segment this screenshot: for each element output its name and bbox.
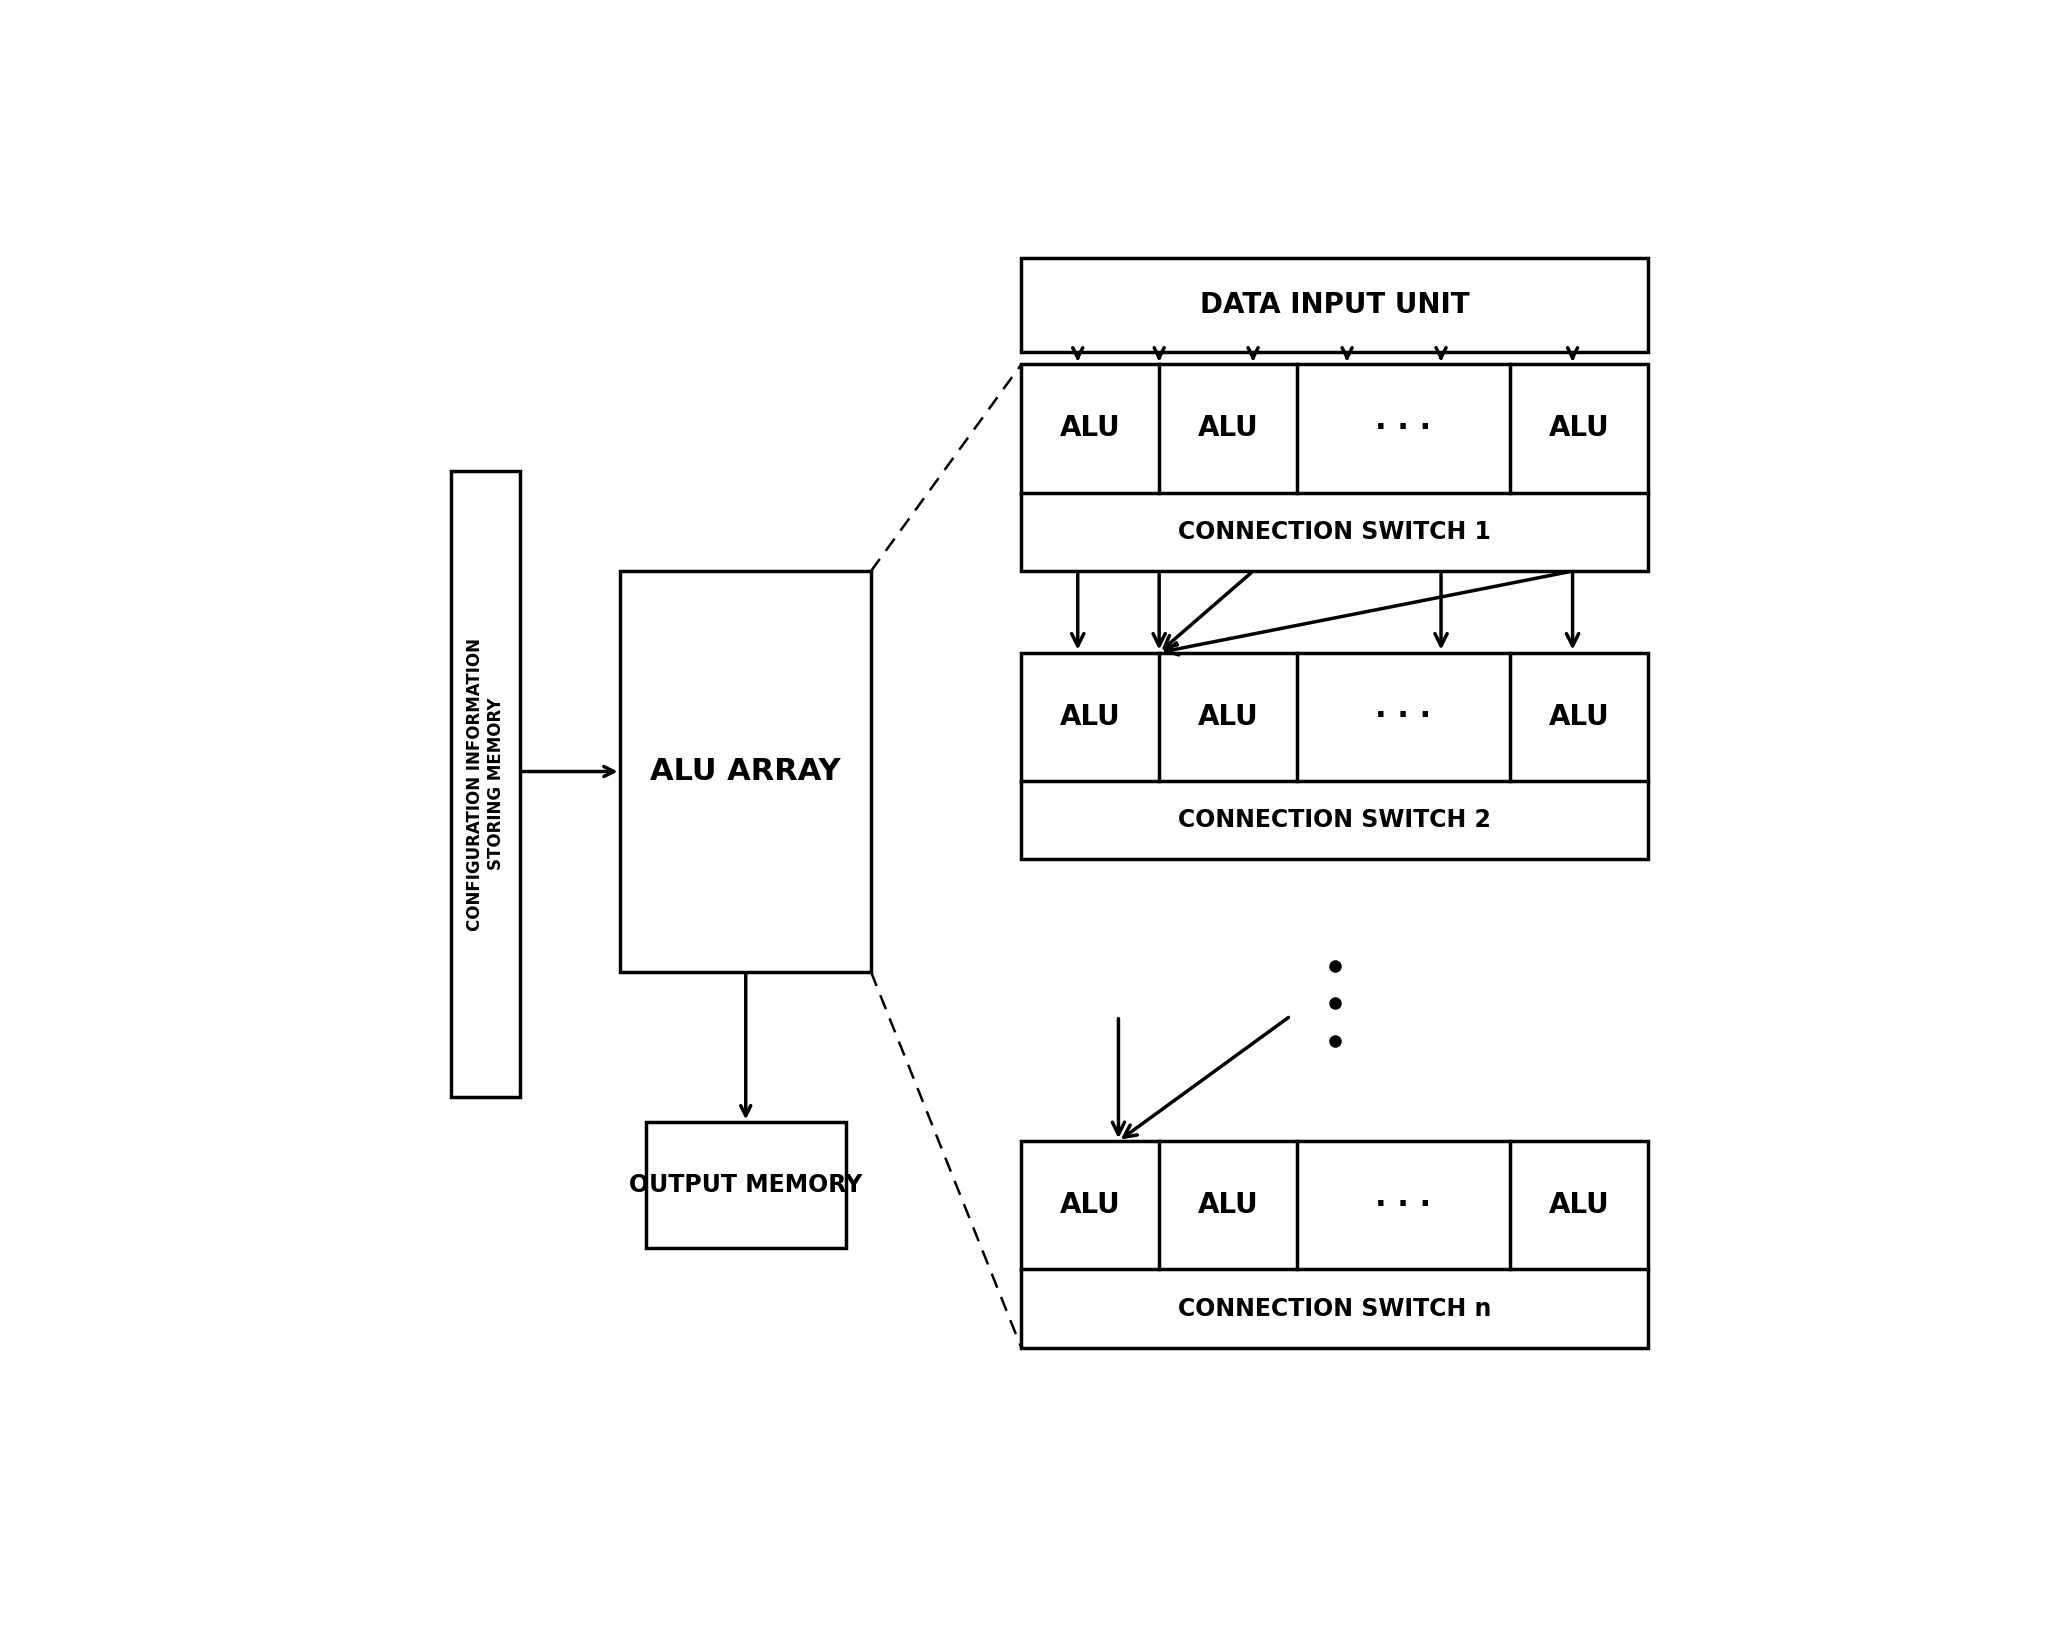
Text: ALU: ALU [1060, 1191, 1121, 1219]
Bar [1021, 1141, 1647, 1347]
Text: ALU: ALU [1197, 415, 1259, 443]
Text: ALU: ALU [1197, 703, 1259, 731]
Text: · · ·: · · · [1376, 703, 1432, 731]
Text: ALU ARRAY: ALU ARRAY [651, 757, 840, 786]
Text: ALU: ALU [1060, 703, 1121, 731]
Text: OUTPUT MEMORY: OUTPUT MEMORY [629, 1173, 863, 1197]
Text: ALU: ALU [1549, 415, 1608, 443]
Bar [452, 470, 520, 1097]
Bar [645, 1123, 846, 1248]
Bar [1021, 364, 1647, 571]
Bar [620, 571, 871, 971]
Text: DATA INPUT UNIT: DATA INPUT UNIT [1200, 291, 1469, 319]
Text: · · ·: · · · [1376, 1191, 1432, 1220]
Bar [1021, 259, 1647, 351]
Text: ALU: ALU [1197, 1191, 1259, 1219]
Bar [1021, 652, 1647, 859]
Text: CONNECTION SWITCH 2: CONNECTION SWITCH 2 [1179, 809, 1491, 831]
Text: ALU: ALU [1549, 703, 1608, 731]
Text: ALU: ALU [1060, 415, 1121, 443]
Text: CONNECTION SWITCH n: CONNECTION SWITCH n [1177, 1297, 1491, 1321]
Text: CONFIGURATION INFORMATION
STORING MEMORY: CONFIGURATION INFORMATION STORING MEMORY [466, 638, 505, 931]
Text: ALU: ALU [1549, 1191, 1608, 1219]
Text: · · ·: · · · [1376, 413, 1432, 443]
Text: CONNECTION SWITCH 1: CONNECTION SWITCH 1 [1179, 519, 1491, 543]
